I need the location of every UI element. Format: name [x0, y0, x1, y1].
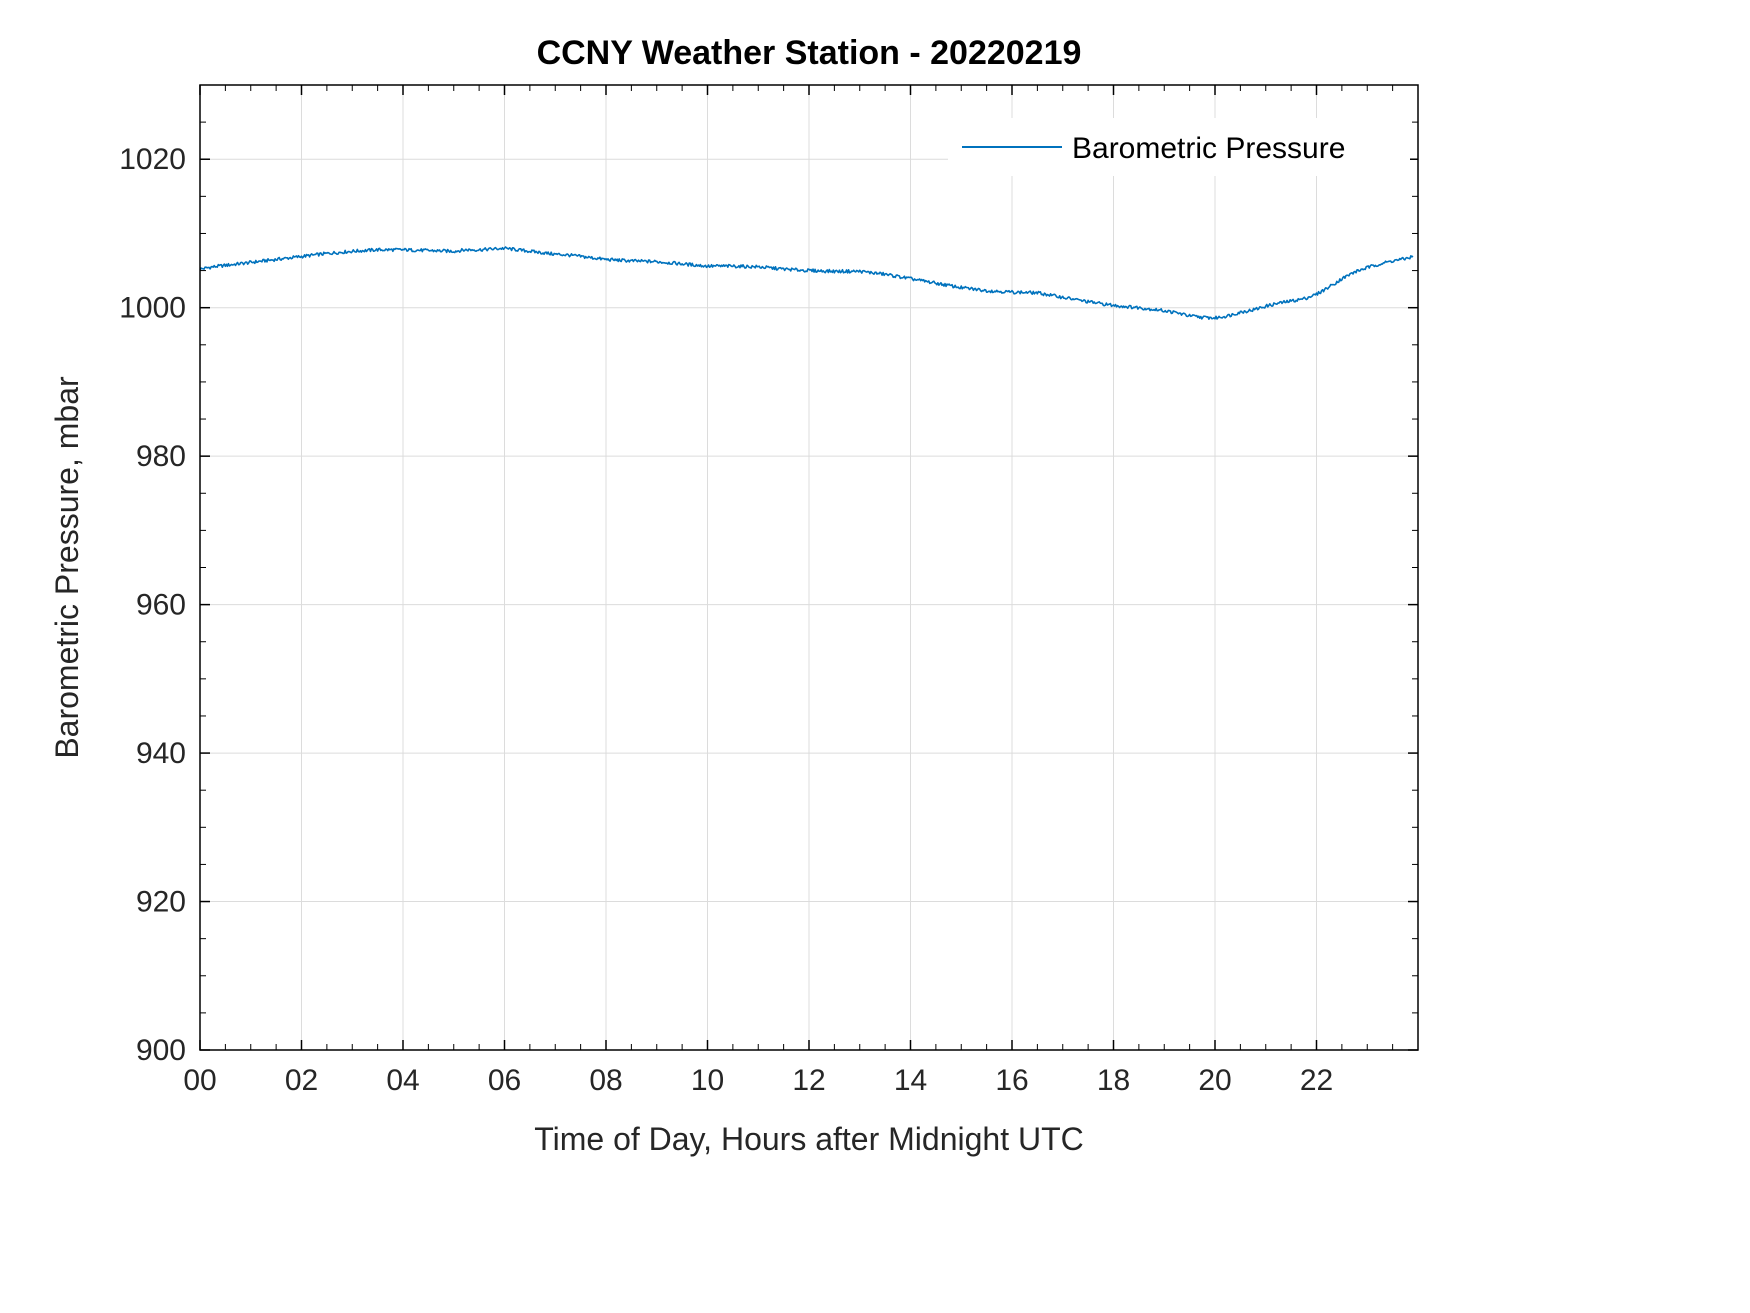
y-tick-label: 960	[136, 589, 186, 622]
x-tick-label: 00	[183, 1064, 216, 1097]
x-tick-label: 12	[792, 1064, 825, 1097]
y-tick-label: 1000	[119, 292, 186, 325]
x-tick-label: 22	[1300, 1064, 1333, 1097]
y-tick-label: 940	[136, 737, 186, 770]
x-tick-label: 20	[1198, 1064, 1231, 1097]
x-tick-label: 14	[894, 1064, 927, 1097]
y-axis-label: Barometric Pressure, mbar	[49, 376, 85, 759]
x-axis-label: Time of Day, Hours after Midnight UTC	[534, 1121, 1083, 1157]
x-tick-label: 18	[1097, 1064, 1130, 1097]
plot-box	[199, 84, 1419, 1051]
x-tick-label: 02	[285, 1064, 318, 1097]
x-tick-label: 10	[691, 1064, 724, 1097]
y-tick-label: 1020	[119, 143, 186, 176]
x-tick-label: 04	[386, 1064, 419, 1097]
y-tick-label: 980	[136, 440, 186, 473]
y-tick-label: 900	[136, 1034, 186, 1067]
pressure-line	[199, 246, 1414, 320]
legend-label: Barometric Pressure	[1072, 132, 1345, 165]
chart-title: CCNY Weather Station - 20220219	[537, 34, 1082, 72]
x-tick-label: 16	[995, 1064, 1028, 1097]
x-tick-label: 08	[589, 1064, 622, 1097]
x-tick-label: 06	[488, 1064, 521, 1097]
y-tick-label: 920	[136, 886, 186, 919]
